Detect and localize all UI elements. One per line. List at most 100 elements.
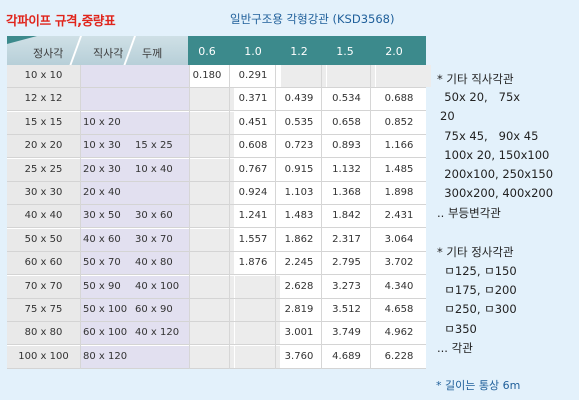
empty-cell	[281, 65, 326, 87]
rect-size-secondary: 40 x 120	[135, 327, 180, 339]
weight-cell: 4.689	[332, 350, 361, 362]
rect-size-primary: 50 x 100	[83, 304, 128, 315]
weight-cell: 1.368	[332, 187, 361, 198]
column-divider	[321, 65, 322, 369]
table-header: 정사각 직사각 두께 0.6 1.0 1.2 1.5 2.0	[7, 36, 426, 65]
length-footnote: * 길이는 통상 6m	[436, 379, 521, 392]
rect-size-primary: 10 x 20	[83, 116, 121, 128]
rect-size-secondary: 60 x 90	[135, 304, 173, 315]
weight-cell: 6.228	[384, 350, 414, 362]
column-divider	[275, 65, 276, 369]
weight-cell: 0.535	[284, 116, 314, 128]
weight-cell: 3.749	[332, 327, 361, 339]
rect-size-cell: 30 x 50 30 x 60	[80, 205, 189, 228]
rect-size-primary: 30 x 50	[83, 210, 121, 222]
empty-cell	[189, 345, 234, 368]
rect-size-cell: 50 x 70 40 x 80	[80, 252, 189, 275]
table-row: 30 x 30 20 x 40 0.924 1.103 1.368 1.898	[7, 182, 426, 205]
square-size-cell: 70 x 70	[7, 275, 80, 298]
rect-size-cell: 20 x 30 10 x 40	[80, 158, 189, 181]
rect-size-cell: 50 x 90 40 x 100	[80, 275, 189, 298]
weight-cell: 1.862	[284, 233, 314, 245]
side-note-line: 200x100, 250x150	[437, 167, 554, 181]
weight-cell: 0.924	[238, 187, 268, 198]
header-thickness-1: 1.0	[244, 45, 262, 58]
side-note-line: 75x 45, 90x 45	[437, 128, 539, 143]
rect-size-secondary: 40 x 80	[135, 257, 173, 269]
square-size-cell: 30 x 30	[7, 182, 80, 204]
side-note-line: ㅁ250, ㅁ300	[437, 302, 517, 317]
table-row: 50 x 50 40 x 60 30 x 70 1.557 1.862 2.317 3.06…	[7, 228, 426, 252]
empty-cell	[189, 88, 234, 111]
weight-cell: 1.241	[238, 210, 268, 222]
empty-cell	[189, 275, 234, 298]
rect-size-primary: 80 x 120	[83, 350, 128, 362]
square-size-cell: 50 x 50	[7, 228, 80, 251]
empty-cell	[189, 228, 234, 251]
header-thickness-label: 두께	[142, 47, 163, 60]
empty-cell	[189, 205, 234, 228]
empty-cell	[189, 182, 234, 204]
rect-size-primary: 40 x 60	[83, 233, 121, 245]
weight-cell: 1.485	[384, 163, 414, 175]
weight-cell: 3.760	[284, 350, 314, 362]
weight-cell: 0.608	[238, 140, 268, 152]
weight-cell: 0.658	[332, 116, 361, 128]
side-note-line: ... 각관	[437, 340, 473, 355]
header-thickness-4: 2.0	[385, 45, 403, 58]
side-note-line: 300x200, 400x200	[437, 186, 554, 201]
header-thickness-2: 1.2	[290, 45, 308, 58]
side-note-line: * 기타 정사각관	[437, 244, 514, 259]
weight-cell: 1.842	[332, 210, 361, 222]
empty-cell	[235, 322, 280, 345]
table-row: 60 x 60 50 x 70 40 x 80 1.876 2.245 2.795 3.70…	[7, 252, 426, 276]
rect-size-secondary: 30 x 70	[135, 233, 173, 245]
table-row: 70 x 70 50 x 90 40 x 100 2.628 3.273 4.340	[7, 275, 426, 299]
weight-cell: 0.180	[192, 70, 222, 81]
weight-cell: 3.702	[384, 257, 414, 269]
weight-cell: 0.371	[238, 93, 268, 105]
weight-cell: 0.451	[238, 116, 268, 128]
empty-cell	[235, 275, 280, 298]
weight-cell: 3.273	[332, 280, 361, 292]
empty-cell	[189, 158, 234, 181]
rect-size-primary: 20 x 40	[83, 187, 121, 198]
rect-size-secondary: 30 x 60	[135, 210, 173, 222]
square-size-cell: 10 x 10	[7, 65, 80, 87]
side-note-line: ㅁ125, ㅁ150	[437, 264, 517, 278]
weight-cell: 3.512	[332, 304, 361, 315]
empty-cell	[189, 299, 234, 321]
rect-size-primary: 60 x 100	[83, 327, 128, 339]
rect-size-cell: 20 x 40	[80, 182, 189, 204]
weight-cell: 2.245	[284, 257, 314, 269]
rect-size-primary: 10 x 30	[83, 140, 121, 152]
weight-cell: 0.893	[332, 140, 361, 152]
header-corner-notch	[7, 36, 37, 44]
side-note-line: ㅁ350	[437, 321, 477, 336]
square-size-cell: 80 x 80	[7, 322, 80, 345]
column-divider	[229, 65, 230, 369]
square-size-cell: 60 x 60	[7, 252, 80, 275]
weight-cell: 1.166	[384, 140, 414, 152]
weight-cell: 2.819	[284, 304, 314, 315]
rect-size-primary: 20 x 30	[83, 163, 121, 175]
weight-cell: 1.898	[384, 187, 414, 198]
header-square-label: 정사각	[33, 47, 64, 60]
page-title: 각파이프 규격,중량표	[6, 13, 116, 28]
header-thickness-3: 1.5	[336, 45, 354, 58]
header-thickness-0: 0.6	[198, 45, 216, 58]
weight-cell: 2.317	[332, 233, 361, 245]
rect-size-cell: 80 x 120	[80, 345, 189, 368]
table-row: 15 x 15 10 x 20 0.451 0.535 0.658 0.852	[7, 111, 426, 135]
table-row: 100 x 100 80 x 120 3.760 4.689 6.228	[7, 345, 426, 369]
empty-cell	[189, 322, 234, 345]
weight-cell: 1.557	[238, 233, 268, 245]
rect-size-secondary: 15 x 25	[135, 140, 173, 152]
spec-table: 정사각 직사각 두께 0.6 1.0 1.2 1.5 2.0 10 x 10 0.…	[7, 36, 431, 369]
weight-cell: 0.534	[332, 93, 361, 105]
weight-cell: 4.340	[384, 280, 414, 292]
rect-size-cell	[80, 88, 189, 111]
empty-cell	[189, 135, 234, 158]
weight-cell: 1.876	[238, 257, 268, 269]
weight-cell: 1.483	[284, 210, 314, 222]
